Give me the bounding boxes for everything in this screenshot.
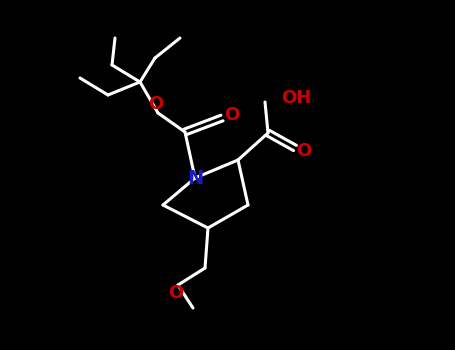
Text: O: O	[148, 95, 164, 113]
Text: O: O	[224, 106, 240, 124]
Text: OH: OH	[281, 89, 311, 107]
Text: O: O	[168, 284, 184, 302]
Text: N: N	[187, 168, 203, 188]
Text: O: O	[296, 142, 312, 160]
